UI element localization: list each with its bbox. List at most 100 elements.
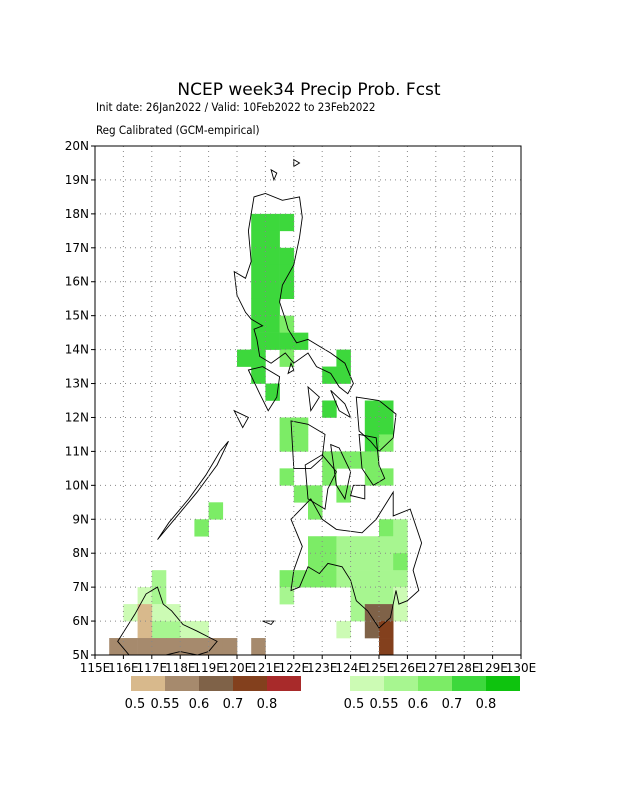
wet-cell-36 xyxy=(364,417,380,435)
wet-cell-37 xyxy=(379,417,394,435)
dry-label-2: 0.6 xyxy=(189,697,210,712)
wet-cell-28 xyxy=(336,366,351,384)
lon-label-5: 120E xyxy=(222,661,253,675)
lon-label-6: 121E xyxy=(250,661,281,675)
wet-cell-26 xyxy=(336,349,351,367)
lat-label-15: 5N xyxy=(72,648,89,662)
coastline-5 xyxy=(355,396,397,453)
coastline-8 xyxy=(304,454,337,510)
wet-cell-95 xyxy=(166,621,181,639)
lon-label-3: 118E xyxy=(165,661,196,675)
dry-cell-104 xyxy=(137,604,153,622)
coastline-17 xyxy=(293,158,301,168)
dry-cell-111 xyxy=(180,638,195,656)
dry-swatch-3 xyxy=(233,676,267,691)
calibration-note: Reg Calibrated (GCM-empirical) xyxy=(96,123,260,137)
lon-label-10: 125E xyxy=(364,661,395,675)
coastline-1 xyxy=(247,366,281,412)
lon-label-4: 119E xyxy=(193,661,224,675)
wet-cell-29 xyxy=(251,366,266,384)
lat-label-11: 9N xyxy=(72,512,89,526)
dry-cell-107 xyxy=(123,638,138,656)
dry-cell-100 xyxy=(379,604,394,622)
wet-cell-92 xyxy=(123,604,138,622)
wet-cell-62 xyxy=(364,536,380,554)
dry-cell-112 xyxy=(194,638,209,656)
wet-label-2: 0.6 xyxy=(408,697,429,712)
lon-label-15: 130E xyxy=(506,661,537,675)
map-frame xyxy=(94,145,522,656)
dry-cell-109 xyxy=(151,638,167,656)
wet-cell-88 xyxy=(336,621,351,639)
wet-cell-39 xyxy=(293,434,309,452)
wet-cell-78 xyxy=(364,570,380,588)
dry-label-1: 0.55 xyxy=(151,697,180,712)
wet-cell-4 xyxy=(265,230,280,249)
lon-label-9: 124E xyxy=(335,661,366,675)
wet-cell-93 xyxy=(151,604,167,622)
wet-cell-38 xyxy=(279,434,295,452)
wet-cell-64 xyxy=(393,536,408,554)
coastline-3 xyxy=(307,385,320,413)
wet-cell-5 xyxy=(251,247,266,266)
lon-label-14: 129E xyxy=(477,661,508,675)
wet-legend: 0.5 0.55 0.6 0.7 0.8 xyxy=(344,676,520,712)
wet-cell-74 xyxy=(308,570,323,588)
lon-label-0: 115E xyxy=(80,661,111,675)
lat-label-14: 6N xyxy=(72,614,89,628)
dry-cell-115 xyxy=(251,638,266,656)
latitude-labels: 20N 19N 18N 17N 16N 15N 14N 13N 12N 11N 10N 9N 8N 7N 6… xyxy=(65,139,95,662)
wet-cell-20 xyxy=(265,332,280,350)
wet-label-4: 0.8 xyxy=(476,697,497,712)
wet-cell-82 xyxy=(350,587,366,605)
wet-cell-61 xyxy=(350,536,366,554)
wet-cell-73 xyxy=(293,570,309,588)
wet-cell-76 xyxy=(336,570,351,588)
lat-label-9: 11N xyxy=(65,444,89,458)
lat-label-1: 19N xyxy=(65,173,89,187)
wet-cell-14 xyxy=(251,298,266,316)
wet-swatch-3 xyxy=(452,676,486,691)
wet-cell-70 xyxy=(379,553,394,571)
wet-cell-17 xyxy=(265,315,280,333)
coastline-6 xyxy=(358,433,386,486)
wet-cell-1 xyxy=(265,213,280,232)
lon-label-8: 123E xyxy=(307,661,338,675)
lat-label-4: 16N xyxy=(65,275,89,289)
wet-cell-27 xyxy=(322,366,337,384)
lon-label-13: 128E xyxy=(449,661,480,675)
wet-cell-54 xyxy=(208,502,224,520)
wet-label-0: 0.5 xyxy=(344,697,365,712)
wet-cell-43 xyxy=(350,451,366,469)
wet-cell-72 xyxy=(279,570,295,588)
coastline-11 xyxy=(157,440,229,540)
lat-label-3: 17N xyxy=(65,241,89,255)
wet-cell-42 xyxy=(336,451,351,469)
wet-cell-47 xyxy=(322,468,337,486)
coastlines xyxy=(117,158,423,656)
wet-cell-25 xyxy=(279,349,295,367)
longitude-labels: 115E116E117E118E119E120E121E122E123E124E… xyxy=(80,655,537,675)
dry-swatch-0 xyxy=(131,676,165,691)
lon-label-7: 122E xyxy=(279,661,310,675)
map-title: NCEP week34 Precip Prob. Fcst xyxy=(177,80,441,100)
dry-swatch-1 xyxy=(165,676,199,691)
wet-cell-53 xyxy=(308,502,323,520)
wet-cell-98 xyxy=(194,621,209,639)
wet-cell-2 xyxy=(279,213,295,232)
dry-swatch-4 xyxy=(267,676,301,691)
wet-cell-89 xyxy=(151,570,167,588)
wet-cell-16 xyxy=(251,315,266,333)
wet-cell-65 xyxy=(308,553,323,571)
wet-swatch-1 xyxy=(384,676,418,691)
wet-swatch-4 xyxy=(486,676,520,691)
dry-swatch-2 xyxy=(199,676,233,691)
wet-cell-94 xyxy=(151,621,167,639)
wet-cell-30 xyxy=(265,383,280,401)
wet-cell-69 xyxy=(364,553,380,571)
wet-cell-68 xyxy=(350,553,366,571)
wet-cell-32 xyxy=(364,400,380,418)
wet-cell-21 xyxy=(279,332,295,350)
dry-label-4: 0.8 xyxy=(257,697,278,712)
